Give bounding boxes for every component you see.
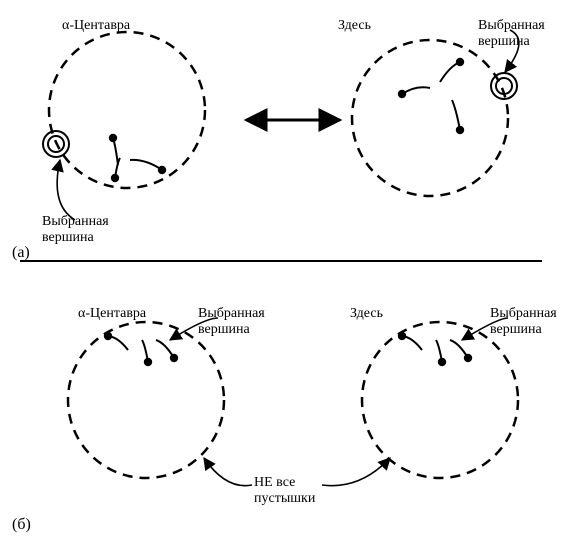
selected-vertex-label-a-left: Выбраннаявершина — [42, 214, 109, 246]
selected-vertex-label-b-left: Выбраннаявершина — [198, 306, 265, 338]
alpha-centauri-label-a: α-Центавра — [62, 18, 130, 34]
selected-vertex-label-b-right: Выбраннаявершина — [490, 306, 557, 338]
panel-divider — [20, 260, 542, 262]
not-all-empty-label: НЕ всепустышки — [254, 475, 315, 507]
panel-b-label: (б) — [12, 516, 31, 534]
here-label-a: Здесь — [338, 18, 371, 34]
alpha-centauri-label-b: α-Центавра — [78, 306, 146, 322]
here-label-b: Здесь — [350, 306, 383, 322]
diagram-svg — [0, 0, 582, 539]
selected-vertex-label-a-right: Выбраннаявершина — [478, 18, 545, 50]
